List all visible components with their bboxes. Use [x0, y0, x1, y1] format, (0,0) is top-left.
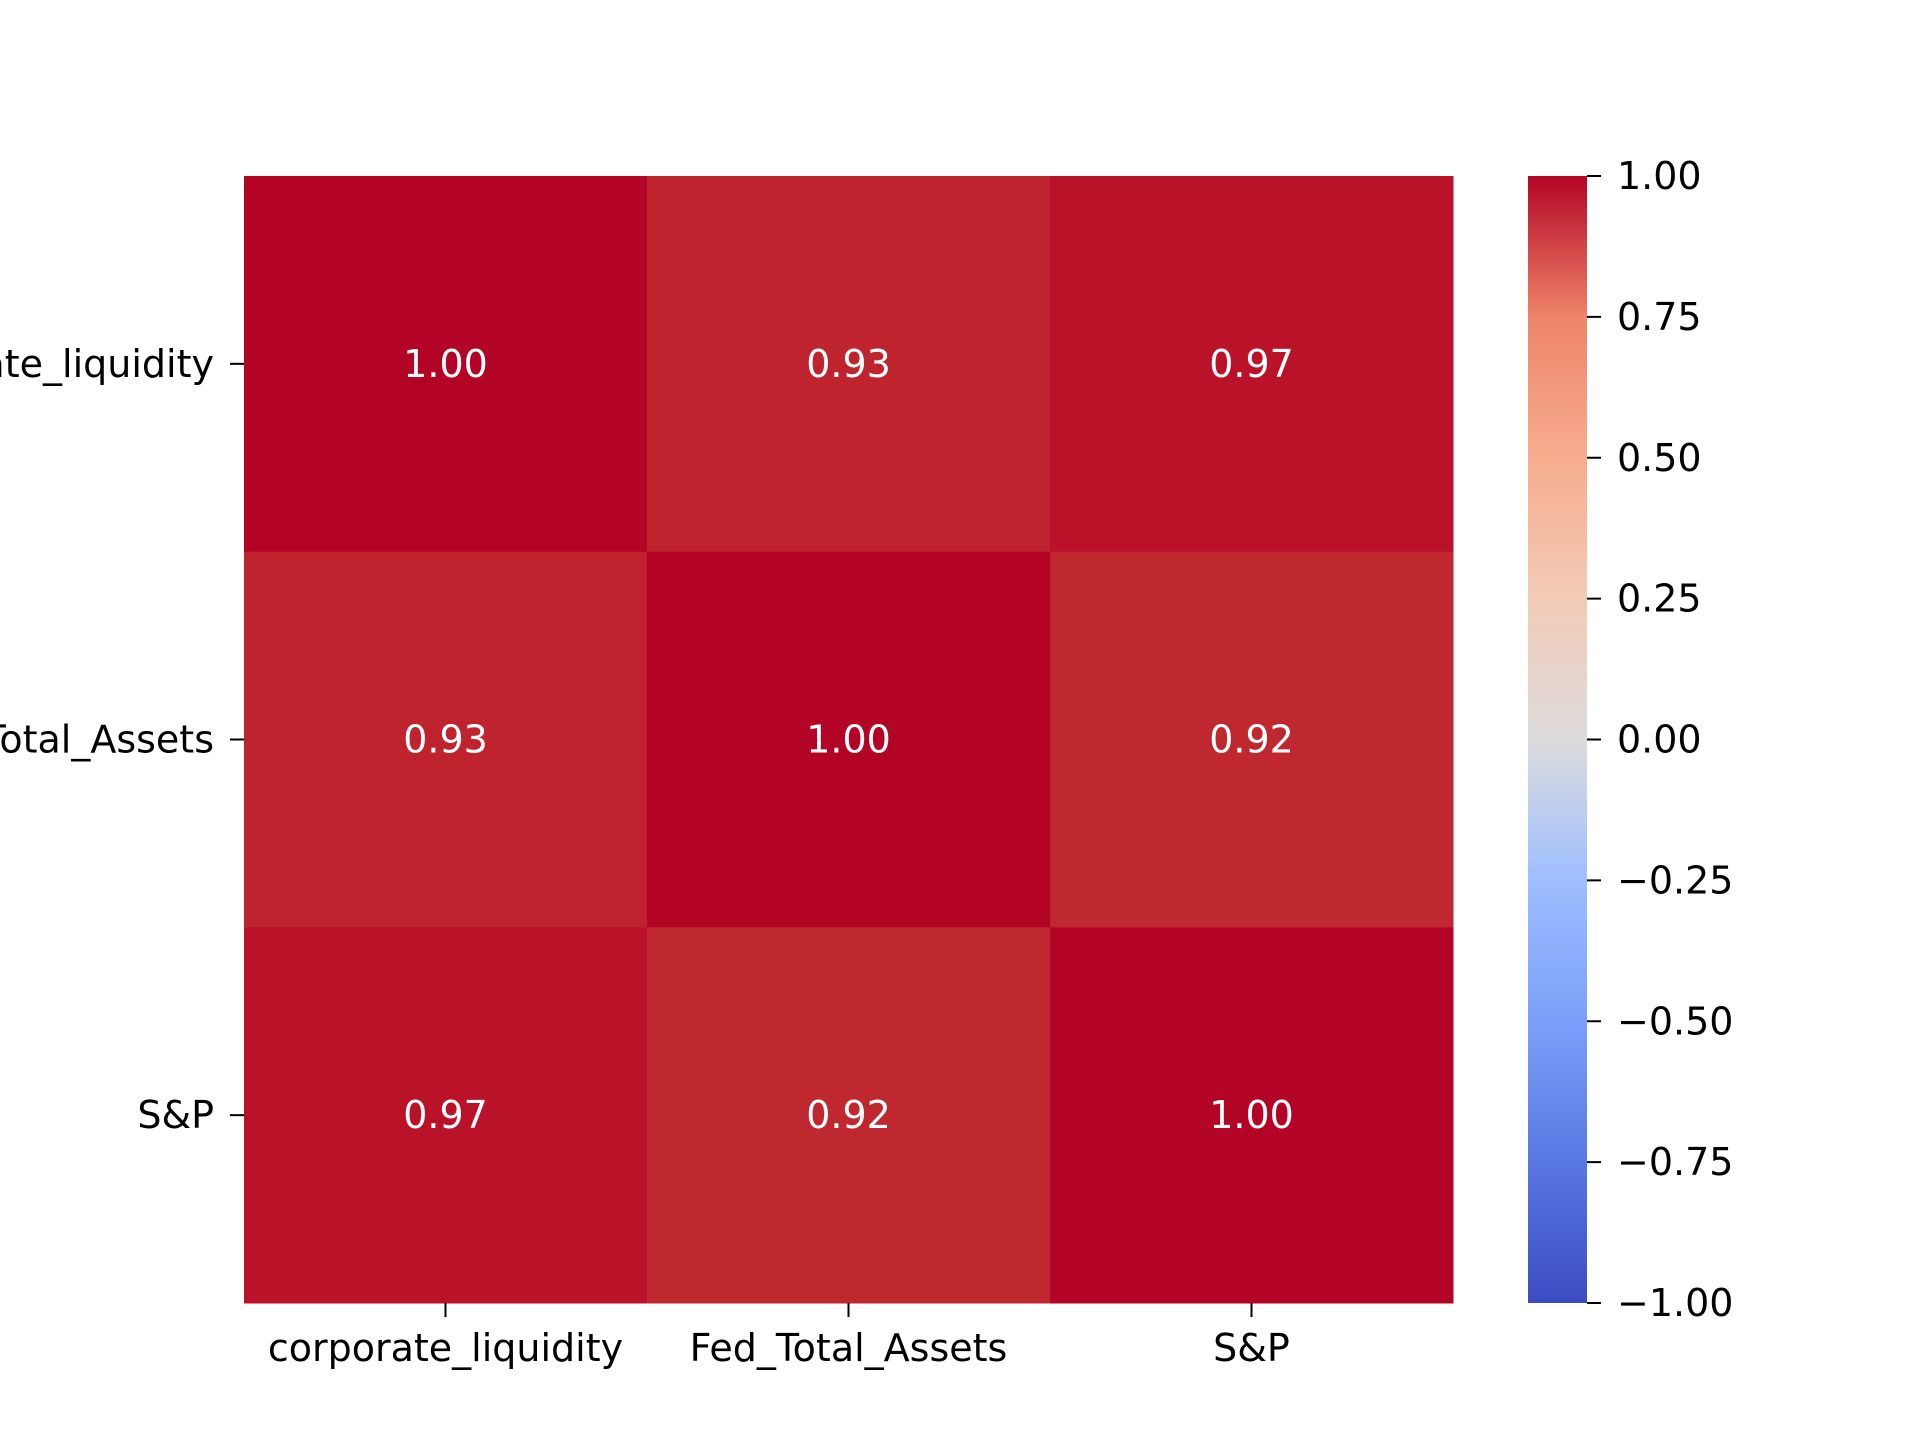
- heatmap-cell: [1050, 176, 1454, 553]
- x-tick-label: corporate_liquidity: [268, 1326, 623, 1370]
- heatmap-cells: 1.00 0.93 0.97 0.93 1.00 0.92 0.97 0.92 1.00: [244, 176, 1454, 1304]
- colorbar: 1.00 0.75 0.50 0.25 0.00 −0.25 −0.50 −0.75 −1.00: [1528, 154, 1733, 1325]
- cell-value-label: 1.00: [403, 342, 488, 386]
- heatmap-cell: [244, 551, 648, 928]
- heatmap-cell: [244, 176, 648, 553]
- x-axis: corporate_liquidity Fed_Total_Assets S&P: [268, 1303, 1290, 1370]
- y-tick-label: corporate_liquidity: [0, 342, 214, 386]
- colorbar-tick-label: 0.00: [1617, 718, 1702, 762]
- colorbar-tick-label: −1.00: [1617, 1281, 1733, 1325]
- colorbar-tick-label: 0.75: [1617, 295, 1702, 339]
- heatmap-cell: [647, 176, 1051, 553]
- heatmap-cell: [244, 927, 648, 1304]
- heatmap-cell: [1050, 551, 1454, 928]
- cell-value-label: 0.92: [806, 1093, 891, 1137]
- cell-value-label: 0.92: [1209, 718, 1294, 762]
- cell-value-label: 0.93: [806, 342, 891, 386]
- colorbar-gradient: [1528, 176, 1587, 1303]
- colorbar-tick-label: −0.25: [1617, 858, 1733, 902]
- heatmap-cell: [1050, 927, 1454, 1304]
- y-tick-label: Fed_Total_Assets: [0, 718, 214, 762]
- heatmap-cell: [647, 551, 1051, 928]
- cell-value-label: 0.97: [403, 1093, 488, 1137]
- cell-value-label: 1.00: [806, 718, 891, 762]
- cell-value-label: 0.97: [1209, 342, 1294, 386]
- x-tick-label: S&P: [1213, 1326, 1290, 1370]
- cell-value-label: 0.93: [403, 718, 488, 762]
- colorbar-tick-label: 0.50: [1617, 436, 1702, 480]
- x-tick-label: Fed_Total_Assets: [690, 1326, 1008, 1370]
- colorbar-tick-label: 1.00: [1617, 154, 1702, 198]
- y-axis: corporate_liquidity Fed_Total_Assets S&P: [0, 342, 244, 1137]
- colorbar-tick-label: −0.50: [1617, 999, 1733, 1043]
- colorbar-tick-label: 0.25: [1617, 577, 1702, 621]
- cell-value-label: 1.00: [1209, 1093, 1294, 1137]
- heatmap-cell: [647, 927, 1051, 1304]
- colorbar-tick-label: −0.75: [1617, 1140, 1733, 1184]
- y-tick-label: S&P: [137, 1093, 214, 1137]
